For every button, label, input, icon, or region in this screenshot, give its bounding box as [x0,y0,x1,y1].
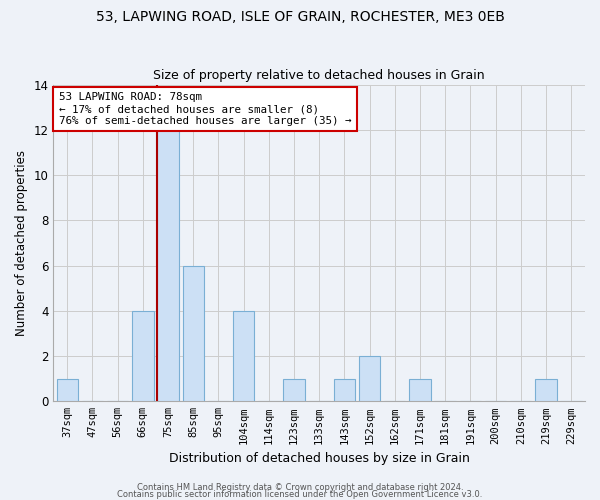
Bar [334,378,355,402]
Title: Size of property relative to detached houses in Grain: Size of property relative to detached ho… [154,69,485,82]
Text: 53 LAPWING ROAD: 78sqm
← 17% of detached houses are smaller (8)
76% of semi-deta: 53 LAPWING ROAD: 78sqm ← 17% of detached… [59,92,351,126]
X-axis label: Distribution of detached houses by size in Grain: Distribution of detached houses by size … [169,452,470,465]
Bar [409,378,431,402]
Text: Contains public sector information licensed under the Open Government Licence v3: Contains public sector information licen… [118,490,482,499]
Y-axis label: Number of detached properties: Number of detached properties [15,150,28,336]
Text: Contains HM Land Registry data © Crown copyright and database right 2024.: Contains HM Land Registry data © Crown c… [137,484,463,492]
Bar [233,311,254,402]
Bar [359,356,380,402]
Bar [157,130,179,402]
Bar [182,266,204,402]
Bar [283,378,305,402]
Bar [56,378,78,402]
Text: 53, LAPWING ROAD, ISLE OF GRAIN, ROCHESTER, ME3 0EB: 53, LAPWING ROAD, ISLE OF GRAIN, ROCHEST… [95,10,505,24]
Bar [132,311,154,402]
Bar [535,378,557,402]
